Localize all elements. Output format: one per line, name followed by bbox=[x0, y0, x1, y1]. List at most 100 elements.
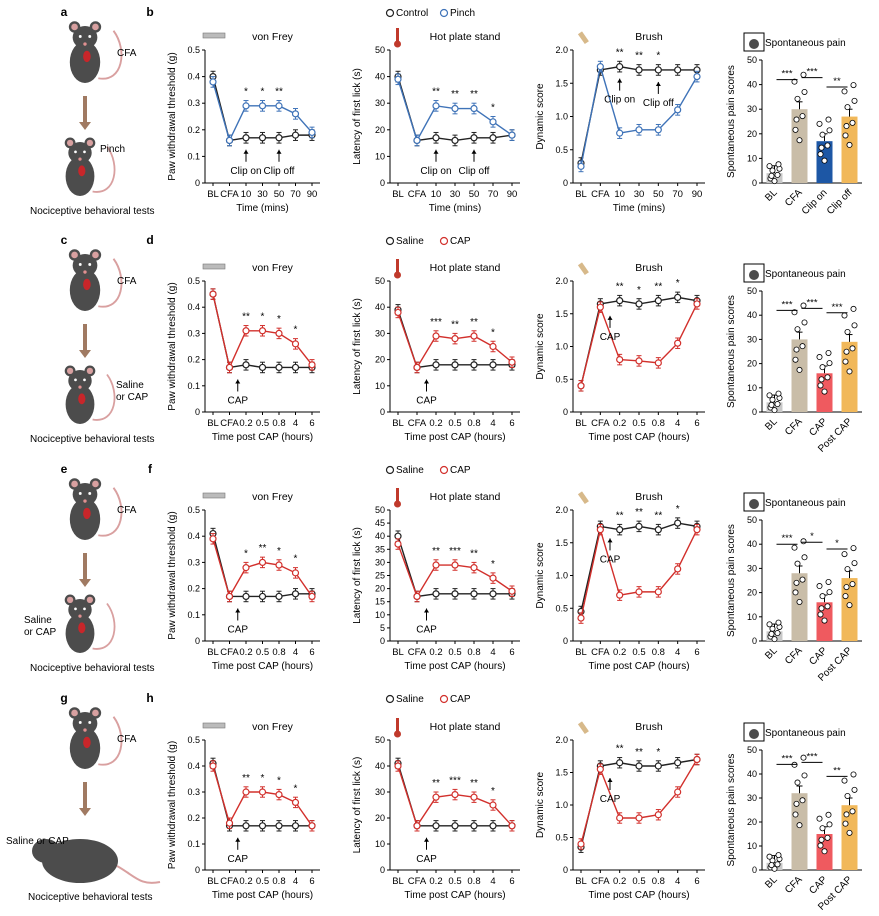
individual-data-point bbox=[846, 602, 853, 609]
treatment-data-point bbox=[258, 558, 267, 567]
schematic-label: Saline bbox=[116, 380, 144, 391]
treatment-data-point bbox=[308, 361, 316, 369]
treatment-data-point bbox=[654, 588, 662, 596]
treatment-data-point bbox=[291, 340, 300, 348]
mouse-ear-inner bbox=[92, 23, 99, 31]
x-tick-label: 90 bbox=[692, 189, 703, 200]
treatment-data-point bbox=[451, 335, 459, 343]
treatment-data-point bbox=[635, 588, 643, 596]
individual-data-point bbox=[824, 142, 831, 149]
pain-box-mouse-icon bbox=[749, 499, 759, 509]
flow-arrow-head bbox=[79, 579, 91, 587]
mouse-ear-inner bbox=[66, 367, 74, 375]
mouse-nose bbox=[78, 614, 82, 618]
mouse-nose bbox=[78, 157, 82, 161]
panel-letter: c bbox=[61, 233, 68, 247]
mouse-eye bbox=[83, 607, 86, 611]
y-tick-label: 35 bbox=[375, 544, 385, 554]
individual-data-point bbox=[768, 401, 775, 408]
individual-data-point bbox=[816, 815, 823, 822]
y-tick-label: 20 bbox=[747, 359, 757, 369]
individual-data-point bbox=[842, 593, 849, 600]
individual-data-point bbox=[794, 560, 801, 567]
chart-title: Brush bbox=[635, 491, 663, 503]
annotation-arrow-head bbox=[471, 149, 477, 154]
significance-mark: * bbox=[244, 87, 248, 98]
x-axis-label: Time (mins) bbox=[429, 203, 481, 214]
annotation-label: CAP bbox=[600, 554, 621, 565]
flow-arrow-head bbox=[79, 350, 91, 358]
x-tick-label: 6 bbox=[509, 647, 514, 658]
x-tick-label: BL bbox=[575, 189, 587, 200]
individual-data-point bbox=[794, 95, 801, 102]
line-chart-hot-plate: 0 5 10 15 20 25 30 35 40 45 50 BL CFA 0.2 0.5 0.8 4 6 Time… bbox=[352, 488, 520, 672]
x-axis-label: Time post CAP (hours) bbox=[404, 432, 505, 443]
significance-mark: ** bbox=[635, 507, 643, 518]
x-tick-label: 6 bbox=[309, 418, 314, 429]
x-tick-label: 70 bbox=[488, 189, 499, 200]
y-tick-label: 0.1 bbox=[187, 610, 200, 620]
mouse-nose bbox=[78, 385, 82, 389]
von-frey-filament-icon bbox=[202, 492, 226, 499]
y-tick-label: 40 bbox=[375, 72, 385, 82]
treatment-data-point bbox=[577, 840, 585, 848]
significance-mark: ** bbox=[470, 778, 478, 789]
significance-mark: * bbox=[835, 538, 839, 549]
individual-data-point bbox=[768, 172, 775, 179]
y-tick-label: 50 bbox=[747, 55, 757, 65]
x-tick-label: 0.2 bbox=[613, 418, 626, 429]
x-tick-label: CFA bbox=[220, 647, 239, 658]
individual-data-point bbox=[825, 116, 832, 123]
individual-data-point bbox=[774, 630, 781, 637]
significance-mark: *** bbox=[806, 297, 817, 308]
y-axis-label: Dynamic score bbox=[535, 772, 546, 839]
von-frey-filament-icon bbox=[202, 722, 226, 729]
treatment-data-point bbox=[693, 300, 701, 308]
individual-data-point bbox=[825, 811, 832, 818]
treatment-data-point bbox=[451, 790, 459, 799]
treatment-data-point bbox=[275, 329, 283, 337]
individual-data-point bbox=[844, 566, 851, 573]
y-tick-label: 30 bbox=[747, 563, 757, 573]
y-tick-label: 0 bbox=[563, 865, 568, 875]
y-tick-label: 15 bbox=[375, 597, 385, 607]
chart-title: Hot plate stand bbox=[430, 31, 501, 43]
individual-data-point bbox=[801, 319, 808, 326]
individual-data-point bbox=[841, 88, 848, 95]
treatment-data-point bbox=[693, 72, 701, 81]
x-tick-label: 0.5 bbox=[256, 647, 269, 658]
y-axis-label: Latency of first lick (s) bbox=[352, 68, 363, 165]
individual-data-point bbox=[844, 792, 851, 799]
legend-label: CAP bbox=[450, 465, 471, 476]
significance-mark: ** bbox=[654, 281, 662, 292]
individual-data-point bbox=[771, 407, 778, 414]
individual-data-point bbox=[816, 354, 823, 361]
x-axis-label: Time post CAP (hours) bbox=[404, 661, 505, 672]
treatment-data-point bbox=[394, 540, 402, 548]
schematic-label: CFA bbox=[117, 734, 137, 745]
mouse-nose bbox=[83, 728, 87, 732]
individual-data-point bbox=[843, 123, 850, 130]
bar-chart-spontaneous-pain: 0 10 20 30 40 50 Spontaneous pain scores Sponta… bbox=[726, 263, 862, 455]
chart-title: Brush bbox=[635, 262, 663, 274]
mouse-ear-inner bbox=[86, 367, 94, 375]
chart-title: Spontaneous pain bbox=[765, 269, 846, 280]
individual-data-point bbox=[775, 161, 782, 168]
mouse-eye bbox=[83, 150, 86, 154]
x-tick-label: 50 bbox=[653, 189, 664, 200]
x-tick-label: 0.5 bbox=[256, 876, 269, 887]
mouse-nose bbox=[83, 499, 87, 503]
mouse-eye bbox=[78, 721, 82, 724]
annotation-arrow-head bbox=[235, 379, 241, 384]
significance-mark: * bbox=[277, 776, 281, 787]
treatment-data-point bbox=[308, 128, 316, 137]
control-data-point bbox=[489, 822, 497, 830]
treatment-data-point bbox=[413, 136, 421, 145]
mouse-head bbox=[72, 712, 98, 735]
y-tick-label: 40 bbox=[375, 761, 385, 771]
control-data-point bbox=[654, 526, 662, 534]
individual-data-point bbox=[819, 593, 826, 600]
significance-mark: ** bbox=[616, 510, 624, 521]
treatment-data-point bbox=[258, 102, 267, 110]
x-tick-label: 10 bbox=[241, 189, 252, 200]
